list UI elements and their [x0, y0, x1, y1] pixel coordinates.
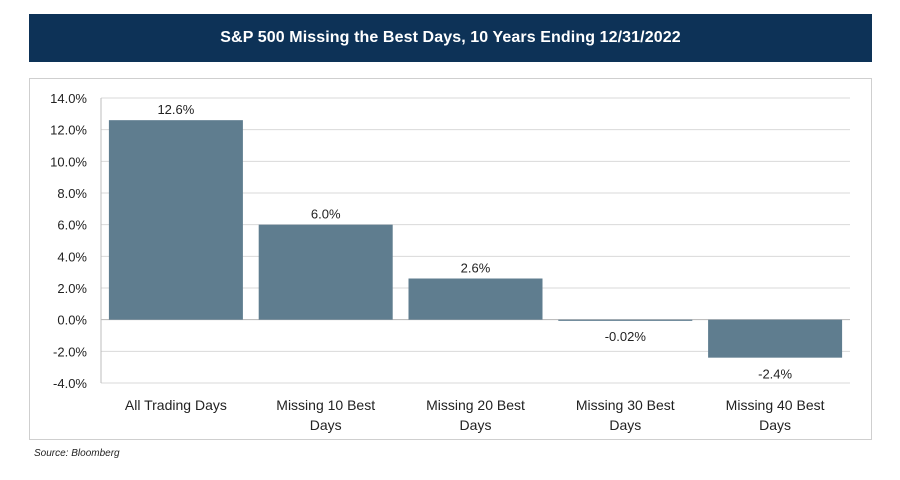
y-tick-label: 10.0% [50, 154, 87, 169]
x-tick-label: Missing 40 Best [726, 397, 825, 413]
bar [558, 319, 693, 321]
bar [108, 120, 243, 320]
bar [258, 224, 393, 320]
x-tick-label: Missing 20 Best [426, 397, 525, 413]
x-tick-label: Days [759, 417, 791, 433]
y-tick-label: -4.0% [53, 376, 87, 391]
y-tick-label: 2.0% [57, 281, 87, 296]
data-label: -0.02% [605, 329, 647, 344]
data-label: 12.6% [157, 102, 194, 117]
bar [408, 278, 543, 320]
bar [708, 319, 843, 358]
chart-frame [29, 78, 872, 440]
data-label: 2.6% [461, 261, 491, 276]
x-tick-label: Days [460, 417, 492, 433]
y-tick-label: 14.0% [50, 91, 87, 106]
x-tick-label: All Trading Days [125, 397, 227, 413]
x-tick-label: Days [310, 417, 342, 433]
y-tick-label: 0.0% [57, 313, 87, 328]
data-label: 6.0% [311, 207, 341, 222]
x-tick-label: Missing 30 Best [576, 397, 675, 413]
x-tick-label: Missing 10 Best [276, 397, 375, 413]
x-tick-label: Days [609, 417, 641, 433]
data-label: -2.4% [758, 367, 792, 382]
y-tick-label: 12.0% [50, 123, 87, 138]
source-note: Source: Bloomberg [34, 448, 120, 459]
y-tick-label: 4.0% [57, 249, 87, 264]
chart-title: S&P 500 Missing the Best Days, 10 Years … [220, 29, 681, 46]
y-tick-label: -2.0% [53, 344, 87, 359]
y-tick-label: 6.0% [57, 218, 87, 233]
y-tick-label: 8.0% [57, 186, 87, 201]
chart-title-bar: S&P 500 Missing the Best Days, 10 Years … [29, 14, 872, 62]
